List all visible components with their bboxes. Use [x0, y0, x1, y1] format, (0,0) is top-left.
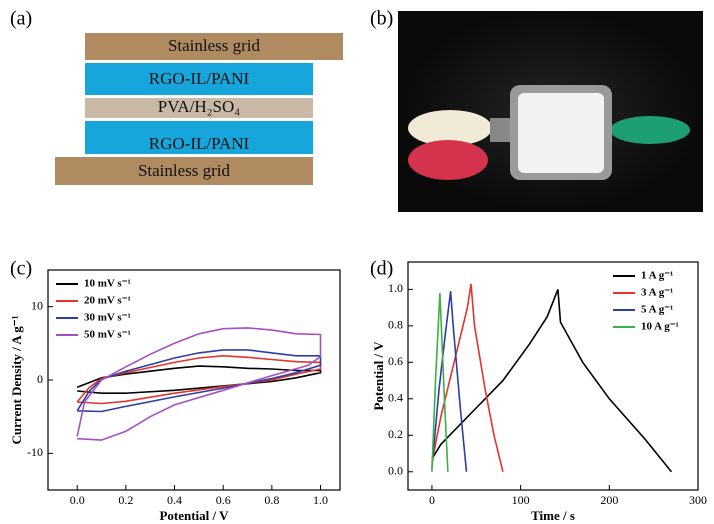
layer-label: RGO-IL/PANI [149, 69, 250, 88]
photo [398, 11, 703, 212]
y-tick-label: 10 [31, 298, 43, 312]
legend-label: 5 A g⁻¹ [641, 304, 673, 316]
y-axis-label: Potential / V [371, 341, 386, 411]
layer [55, 157, 313, 185]
series-line [76, 349, 322, 413]
legend-label: 30 mV s⁻¹ [84, 312, 131, 324]
legend-label: 10 A g⁻¹ [641, 321, 679, 333]
y-tick-label: 1.0 [388, 281, 403, 295]
layer-label: PVA/H₂SO₄ [158, 97, 240, 116]
x-tick-label: 0.8 [264, 493, 279, 507]
x-tick-label: 1.0 [313, 493, 328, 507]
series-line [76, 327, 322, 441]
y-axis-label: Current Density / A g⁻¹ [9, 315, 24, 444]
layer [85, 98, 313, 118]
y-tick-label: -10 [27, 445, 43, 459]
x-axis-label: Time / s [531, 508, 575, 523]
x-axis-label: Potential / V [159, 508, 229, 523]
x-tick-label: 0 [429, 493, 435, 507]
panel-label: (b) [370, 8, 393, 30]
y-tick-label: 0.4 [388, 391, 403, 405]
layer-label: Stainless grid [168, 36, 261, 55]
y-tick-label: 0.0 [388, 464, 403, 478]
legend-label: 20 mV s⁻¹ [84, 295, 131, 307]
y-tick-label: 0.6 [388, 354, 403, 368]
panel-label: (a) [10, 8, 32, 30]
series-line [76, 354, 322, 405]
x-tick-label: 300 [689, 493, 707, 507]
layer [85, 63, 313, 95]
x-tick-label: 0.2 [118, 493, 133, 507]
layer [85, 33, 343, 60]
legend-label: 10 mV s⁻¹ [84, 278, 131, 290]
x-tick-label: 100 [512, 493, 530, 507]
layer-label: RGO-IL/PANI [149, 134, 250, 153]
y-tick-label: 0 [37, 372, 43, 386]
x-tick-label: 200 [600, 493, 618, 507]
x-tick-label: 0.0 [70, 493, 85, 507]
layer-label: Stainless grid [138, 161, 231, 180]
y-tick-label: 0.8 [388, 318, 403, 332]
series-line [431, 289, 673, 473]
legend-label: 3 A g⁻¹ [641, 287, 673, 299]
series-line [76, 365, 322, 394]
x-tick-label: 0.4 [167, 493, 182, 507]
layer [85, 121, 313, 154]
panel-label: (c) [10, 258, 32, 280]
plot-frame [407, 261, 699, 491]
panel-label: (d) [370, 258, 393, 280]
series-line [431, 283, 504, 472]
y-tick-label: 0.2 [388, 427, 403, 441]
legend-label: 1 A g⁻¹ [641, 270, 673, 282]
x-tick-label: 0.6 [216, 493, 231, 507]
series-line [431, 291, 468, 472]
legend-label: 50 mV s⁻¹ [84, 329, 131, 341]
series-line [431, 292, 449, 472]
